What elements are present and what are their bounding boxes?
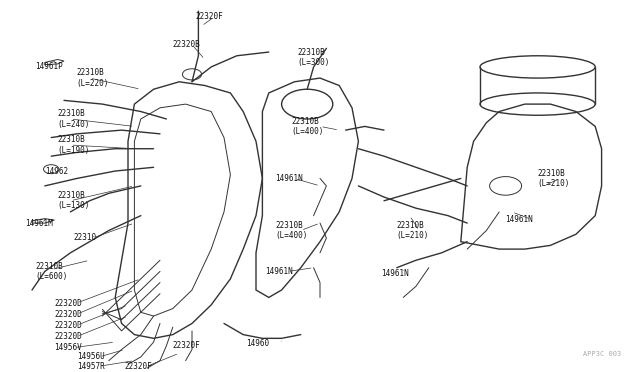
Text: 22310B
(L=400): 22310B (L=400) [291,117,324,136]
Text: 14961N: 14961N [275,174,303,183]
Text: 22320F: 22320F [125,362,152,371]
Text: 22310B
(L=210): 22310B (L=210) [538,169,570,188]
Text: APP3C 003: APP3C 003 [582,351,621,357]
Text: 22320D: 22320D [54,298,82,308]
Text: 14961M: 14961M [26,219,53,228]
Text: 14962: 14962 [45,167,68,176]
Text: 22320D: 22320D [54,321,82,330]
Text: 22320B: 22320B [173,40,200,49]
Text: 22310B
(L=130): 22310B (L=130) [58,191,90,211]
Text: 22320D: 22320D [54,310,82,319]
Text: 22310B
(L=240): 22310B (L=240) [58,109,90,129]
Text: 14961N: 14961N [381,269,408,278]
Text: 22320F: 22320F [173,341,200,350]
Text: 22310B
(L=400): 22310B (L=400) [275,221,308,240]
Text: 14961N: 14961N [506,215,533,224]
Text: 22310B
(L=190): 22310B (L=190) [58,135,90,155]
Text: 14956U: 14956U [77,352,104,362]
Text: 22320F: 22320F [195,12,223,21]
Text: 22310B
(L=220): 22310B (L=220) [77,68,109,88]
Text: 14961N: 14961N [266,267,293,276]
Text: 22320D: 22320D [54,332,82,341]
Text: 14961P: 14961P [35,62,63,71]
Text: 22310B
(L=210): 22310B (L=210) [397,221,429,240]
Text: 22310B
(L=600): 22310B (L=600) [35,262,68,281]
Text: 14956V: 14956V [54,343,82,352]
Text: 14957R: 14957R [77,362,104,371]
Text: 14960: 14960 [246,339,269,349]
Text: 22310: 22310 [74,234,97,243]
Text: 22310B
(L=300): 22310B (L=300) [298,48,330,67]
